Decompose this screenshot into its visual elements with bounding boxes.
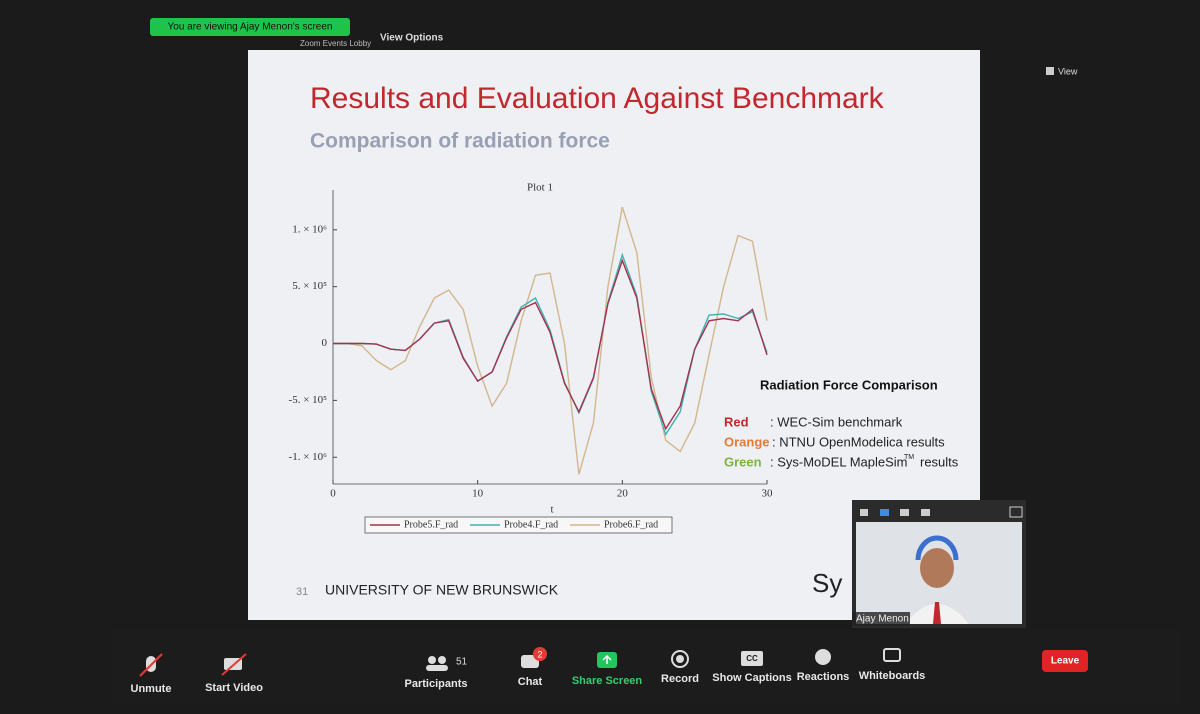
x-tick-label: 30	[762, 488, 774, 500]
annotation-word: Green	[724, 454, 762, 469]
viewing-banner	[150, 18, 350, 36]
slide-title: Results and Evaluation Against Benchmark	[310, 82, 885, 115]
toolbar-label: Unmute	[131, 683, 172, 695]
person-face	[920, 548, 954, 588]
y-tick-label: 0	[322, 337, 328, 349]
participants-count: 51	[456, 657, 468, 668]
plot: -1. × 10⁶ -5. × 10⁵ 0 5. × 10⁵ 1. × 10⁶ 0 10 20…	[289, 190, 773, 500]
leave-bg	[1042, 650, 1088, 672]
toolbar-label: Whiteboards	[859, 670, 926, 682]
view-options[interactable]: View Options	[380, 33, 444, 44]
record-dot	[676, 655, 684, 663]
x-axis-label: t	[550, 504, 553, 516]
logo: Sy	[812, 568, 842, 598]
chat-badge	[533, 647, 547, 661]
annotation-text: results	[920, 454, 959, 469]
video-slash	[221, 653, 247, 676]
headphones	[915, 535, 959, 561]
annotation-word: Red	[724, 414, 749, 429]
annotation-text: : NTNU OpenModelica results	[772, 434, 945, 449]
toolbar-label: Participants	[405, 678, 468, 690]
x-tick-label: 0	[330, 488, 336, 500]
annotation-text: : Sys-MoDEL MapleSim	[770, 454, 908, 469]
page-number: 31	[296, 586, 308, 598]
chat-badge-count: 2	[537, 649, 542, 659]
cc-icon-text: CC	[746, 654, 758, 663]
view-icon	[1046, 67, 1054, 75]
whiteboard-icon	[883, 648, 901, 662]
participant-name: Ajay Menon	[856, 614, 909, 625]
panel-icon[interactable]	[860, 509, 868, 516]
series-line	[333, 206, 768, 475]
panel-icon[interactable]	[1009, 506, 1023, 518]
plot-legend	[364, 516, 673, 534]
toolbar	[112, 628, 1182, 704]
reactions-icon	[815, 649, 831, 665]
people-icon	[438, 656, 446, 664]
annotation-text: : WEC-Sim benchmark	[770, 414, 903, 429]
plot-title: Plot 1	[527, 182, 553, 194]
annotation-sup: TM	[904, 454, 914, 461]
chat-button[interactable]: 2 Chat	[518, 647, 547, 688]
mute-slash	[139, 653, 163, 677]
panel-icon[interactable]	[900, 509, 909, 516]
person-tie	[933, 602, 941, 624]
share-arrow	[602, 654, 612, 664]
legend-label: Probe4.F_rad	[504, 519, 558, 530]
reactions-button[interactable]: Reactions	[797, 649, 850, 683]
name-tag	[852, 612, 910, 626]
toolbar-label: Record	[661, 673, 699, 685]
toolbar-label: Reactions	[797, 671, 850, 683]
cc-icon	[741, 651, 763, 666]
y-tick-label: -1. × 10⁶	[289, 451, 328, 463]
people-icon	[428, 656, 436, 664]
record-button[interactable]: Record	[661, 650, 699, 685]
series-line	[333, 258, 768, 431]
toolbar-label: Show Captions	[712, 672, 791, 684]
leave-button[interactable]: Leave	[1042, 650, 1088, 672]
y-tick-label: 1. × 10⁶	[292, 223, 327, 235]
legend-entries: Probe5.F_rad Probe4.F_rad Probe6.F_rad	[370, 519, 658, 530]
record-icon	[671, 650, 689, 668]
participants-button[interactable]: 51 Participants	[405, 656, 468, 690]
y-tick-label: 5. × 10⁵	[292, 280, 327, 292]
x-tick-label: 10	[472, 488, 484, 500]
annotation-word: Orange	[724, 434, 770, 449]
captions-button[interactable]: CC Show Captions	[712, 651, 792, 684]
view-button[interactable]: View	[1058, 66, 1078, 76]
unmute-button[interactable]: Unmute	[131, 653, 172, 695]
x-tick-label: 20	[617, 488, 629, 500]
start-video-button[interactable]: Start Video	[205, 653, 263, 694]
banner-text: You are viewing Ajay Menon's screen	[168, 22, 333, 33]
toolbar-label: Chat	[518, 676, 543, 688]
leave-label: Leave	[1051, 656, 1080, 667]
people-icon	[426, 665, 448, 671]
lobby-label: Zoom Events Lobby	[300, 39, 371, 48]
y-tick-label: -5. × 10⁵	[289, 394, 328, 406]
panel-icon[interactable]	[880, 509, 889, 516]
university: UNIVERSITY OF NEW BRUNSWICK	[325, 582, 559, 598]
share-screen-button[interactable]: Share Screen	[572, 652, 643, 687]
slide-subtitle: Comparison of radiation force	[310, 130, 610, 153]
whiteboards-button[interactable]: Whiteboards	[859, 648, 926, 682]
annotation-heading: Radiation Force Comparison	[760, 377, 938, 392]
panel-icon[interactable]	[921, 509, 930, 516]
legend-label: Probe6.F_rad	[604, 519, 658, 530]
toolbar-label: Start Video	[205, 682, 263, 694]
toolbar-label: Share Screen	[572, 675, 643, 687]
legend-label: Probe5.F_rad	[404, 519, 458, 530]
